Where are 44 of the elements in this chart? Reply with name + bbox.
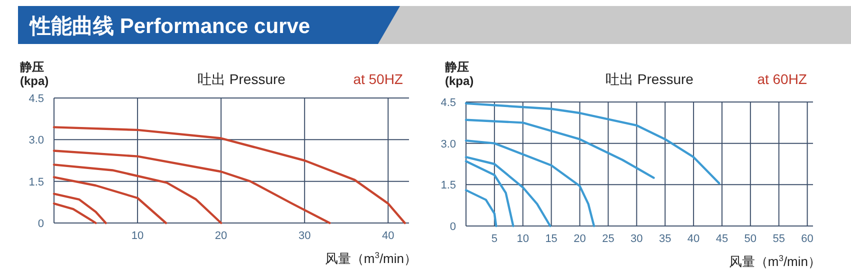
x-axis-title: 风量（m$^{3}$/min） <box>728 253 821 269</box>
x-tick-label: 30 <box>630 233 643 245</box>
chart-subtitle: at 50HZ <box>353 71 404 87</box>
y-tick-label: 0 <box>38 218 44 230</box>
y-axis-title: 静压 (kpa) <box>445 60 475 88</box>
y-tick-label: 1.5 <box>440 180 456 192</box>
x-tick-label: 20 <box>214 230 228 242</box>
line-series <box>52 176 168 224</box>
line-series <box>464 118 655 179</box>
x-tick-label: 55 <box>772 233 785 245</box>
y-tick-label: 4.5 <box>440 97 456 109</box>
line-series <box>52 192 107 224</box>
x-tick-label: 10 <box>516 233 530 245</box>
x-tick-label: 40 <box>687 233 700 245</box>
text: 性能曲线 Performance curve <box>28 15 310 38</box>
x-tick-label: 5 <box>491 233 498 245</box>
x-tick-label: 60 <box>801 233 814 245</box>
x-tick-label: 20 <box>574 233 586 245</box>
line-series <box>464 156 552 228</box>
line-series <box>52 126 406 224</box>
x-tick-label: 30 <box>298 230 311 242</box>
x-tick-label: 40 <box>382 230 394 242</box>
x-tick-label: 15 <box>545 233 558 245</box>
line-series <box>464 139 596 228</box>
x-tick-label: 45 <box>716 233 728 245</box>
y-axis-title: 静压 (kpa) <box>20 60 50 88</box>
chart-title: 吐出 Pressure <box>198 71 286 87</box>
x-tick-label: 35 <box>658 233 672 245</box>
line-series <box>464 102 720 184</box>
x-tick-label: 10 <box>131 230 144 242</box>
x-tick-label: 25 <box>602 233 614 245</box>
y-tick-label: 3.0 <box>440 138 456 150</box>
line-series <box>52 150 331 224</box>
y-tick-label: 1.5 <box>28 176 44 188</box>
line-series <box>52 202 97 224</box>
y-tick-label: 0 <box>450 221 456 233</box>
y-tick-label: 3.0 <box>28 134 44 147</box>
chart-subtitle: at 60HZ <box>757 71 808 87</box>
x-tick-label: 50 <box>744 233 757 245</box>
x-axis-title: 风量（m$^{3}$/min） <box>324 250 417 266</box>
y-tick-label: 4.5 <box>28 93 44 105</box>
line-series <box>464 189 498 228</box>
chart-title: 吐出 Pressure <box>606 71 694 87</box>
line-series <box>52 164 222 224</box>
